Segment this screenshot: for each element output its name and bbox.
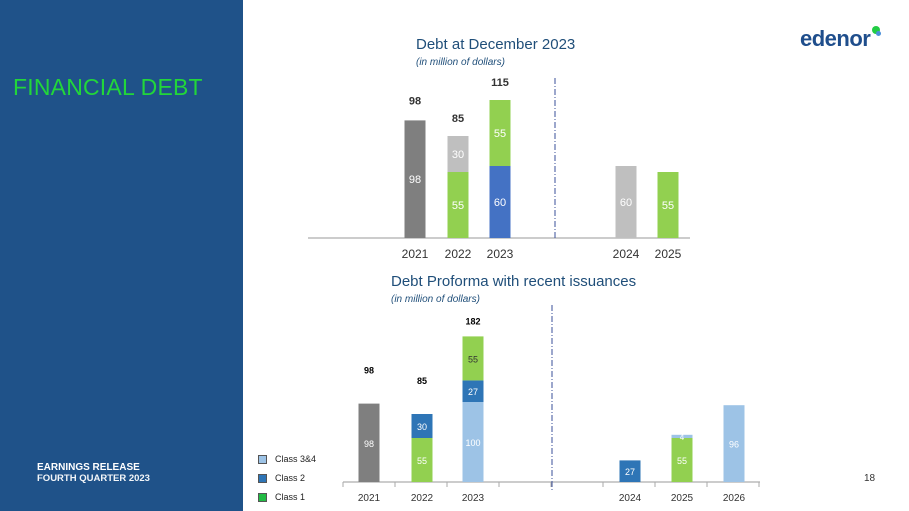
total-label: 85 (452, 113, 464, 125)
bar-segment-2023 (489, 100, 511, 166)
x-tick-label: 2023 (487, 247, 514, 261)
data-label: 27 (468, 387, 478, 397)
bar-segment-2021 (404, 120, 426, 238)
data-label: 60 (620, 197, 632, 209)
data-label: 96 (729, 440, 739, 450)
data-label: 30 (417, 422, 427, 432)
data-label: 100 (465, 438, 480, 448)
legend-label: Class 1 (275, 492, 306, 502)
legend-label: Class 3&4 (275, 454, 317, 464)
legend-item-class2: Class 2 (258, 473, 306, 484)
chart2-title: Debt Proforma with recent issuances (391, 273, 637, 290)
total-label: 98 (409, 95, 421, 107)
data-label: 30 (452, 149, 464, 161)
data-label: 55 (677, 456, 687, 466)
bar-segment-2025 (671, 434, 693, 438)
x-tick-label: 2026 (723, 493, 746, 504)
bar-segment-2023 (462, 380, 484, 402)
logo-dot-icon (876, 31, 881, 36)
data-label: 4 (680, 433, 685, 442)
bar-segment-2022 (447, 136, 469, 172)
data-label: 55 (452, 200, 464, 212)
bar-segment-2021 (358, 403, 380, 482)
x-tick-label: 2021 (402, 247, 429, 261)
chart1-subtitle: (in million of dollars) (416, 57, 505, 68)
data-label: 60 (494, 197, 506, 209)
data-label: 55 (417, 456, 427, 466)
legend-item-class34: Class 3&4 (258, 454, 317, 465)
bar-segment-2026 (723, 405, 745, 482)
section-title: FINANCIAL DEBT (13, 74, 203, 100)
legend-item-class1: Class 1 (258, 492, 306, 503)
bar-segment-2025 (657, 172, 679, 238)
bar-segment-2023 (462, 402, 484, 482)
edenor-logo: edenor (800, 26, 871, 51)
bar-segment-2024 (615, 166, 637, 238)
data-label: 27 (625, 467, 635, 477)
sidebar: FINANCIAL DEBT EARNINGS RELEASE FOURTH Q… (0, 0, 243, 511)
x-tick-label: 2023 (462, 493, 485, 504)
data-label: 98 (409, 174, 421, 186)
x-tick-label: 2022 (411, 493, 434, 504)
total-label: 98 (364, 366, 374, 376)
chart2-subtitle: (in million of dollars) (391, 294, 480, 305)
x-tick-label: 2024 (619, 493, 642, 504)
total-label: 115 (491, 77, 509, 89)
legend-label: Class 2 (275, 473, 306, 483)
legend-swatch (258, 474, 267, 484)
logo-dot-icon (872, 26, 880, 34)
bar-segment-2022 (411, 414, 433, 438)
earnings-release-label: EARNINGS RELEASE (37, 462, 140, 473)
bar-segment-2025 (671, 438, 693, 482)
bar-segment-2023 (489, 166, 511, 238)
x-tick-label: 2022 (445, 247, 472, 261)
page-number: 18 (864, 473, 876, 484)
legend-swatch (258, 455, 267, 465)
x-tick-label: 2025 (671, 493, 694, 504)
bar-segment-2024 (619, 460, 641, 482)
bar-segment-2023 (462, 336, 484, 381)
legend-swatch (258, 493, 267, 503)
total-label: 182 (465, 316, 480, 326)
data-label: 98 (364, 439, 374, 449)
chart1-title: Debt at December 2023 (416, 36, 576, 53)
x-tick-label: 2024 (613, 247, 640, 261)
data-label: 55 (662, 200, 674, 212)
bar-segment-2022 (447, 172, 469, 238)
x-tick-label: 2021 (358, 493, 381, 504)
data-label: 55 (468, 354, 478, 364)
data-label: 55 (494, 128, 506, 140)
x-tick-label: 2025 (655, 247, 682, 261)
total-label: 85 (417, 376, 427, 386)
bar-segment-2022 (411, 438, 433, 482)
quarter-label: FOURTH QUARTER 2023 (37, 473, 150, 484)
